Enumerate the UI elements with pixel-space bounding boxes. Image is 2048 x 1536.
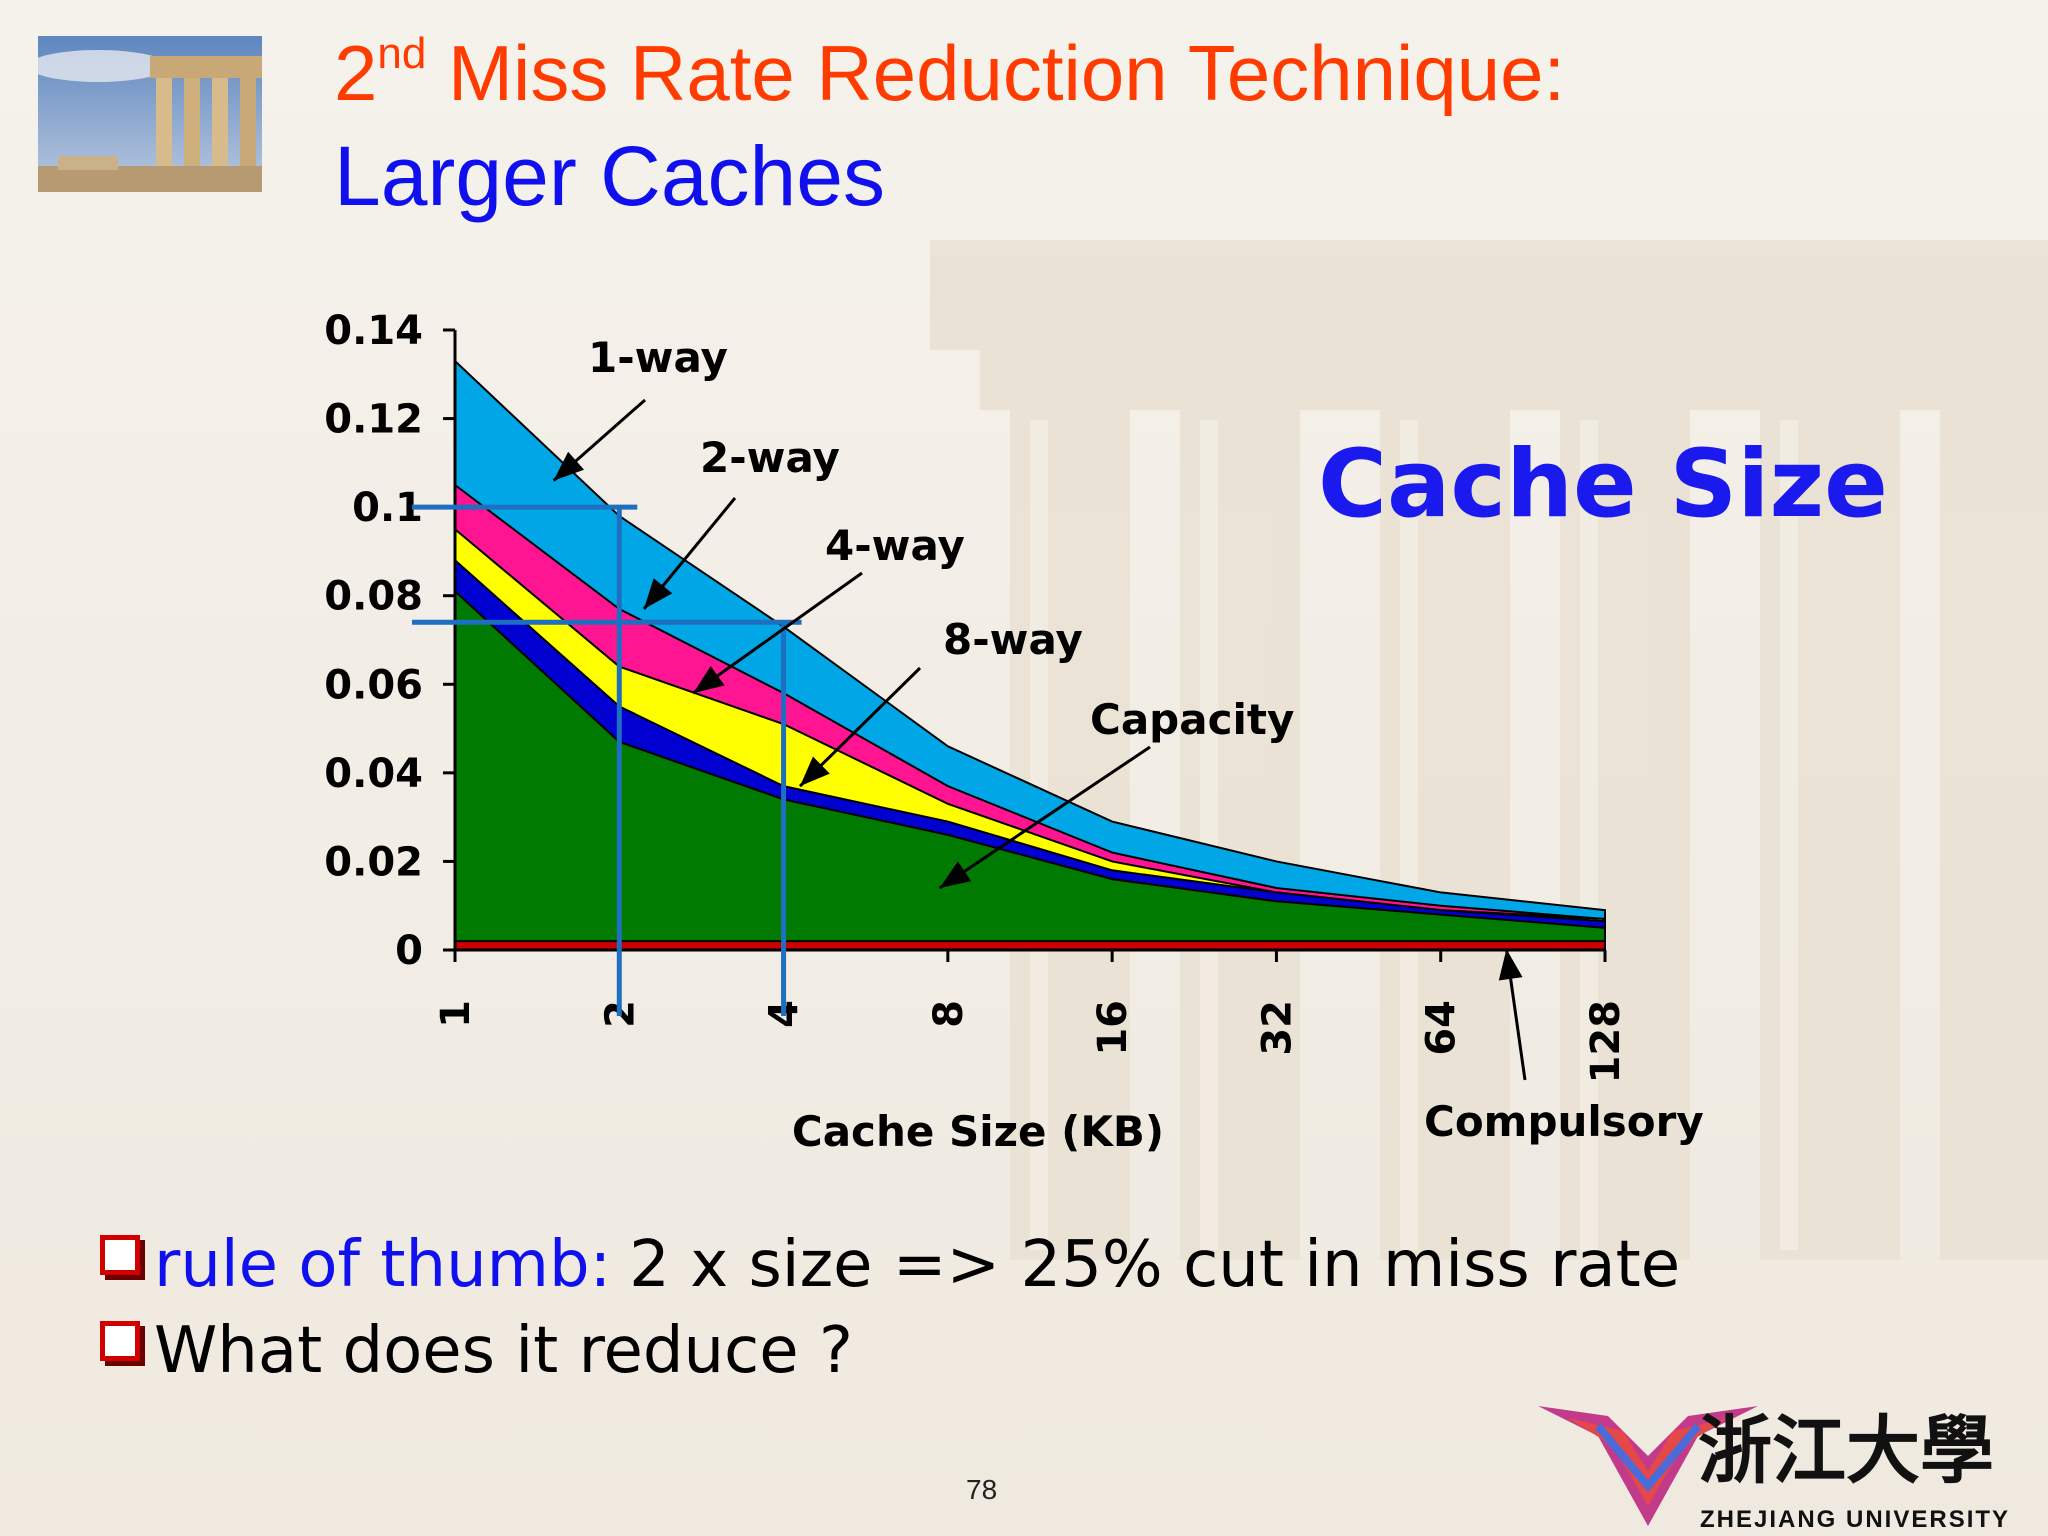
- logo-text: ZHEJIANG UNIVERSITY: [1700, 1506, 2011, 1533]
- y-tick-label: 0.12: [324, 397, 423, 443]
- title-superscript: nd: [377, 29, 427, 78]
- title-prefix: 2: [334, 29, 378, 117]
- x-tick-label: 64: [1419, 1000, 1465, 1056]
- zhejiang-university-logo: 浙江大學: [1538, 1406, 1994, 1526]
- page-number: 78: [966, 1474, 998, 1505]
- y-tick-label: 0.06: [324, 662, 423, 708]
- checkbox-bullet-icon: [100, 1235, 140, 1275]
- title-rest: Miss Rate Reduction Technique:: [426, 29, 1566, 117]
- bullet-text: What does it reduce ?: [154, 1314, 853, 1388]
- x-tick-label: 8: [926, 1000, 972, 1028]
- x-tick-label: 16: [1090, 1000, 1136, 1056]
- arrowhead-icon: [1498, 949, 1523, 981]
- bullet-item: rule of thumb: 2 x size => 25% cut in mi…: [100, 1222, 1680, 1308]
- cache-size-callout: Cache Size: [1318, 430, 1888, 539]
- bullet-item: What does it reduce ?: [100, 1308, 1680, 1394]
- slide-title-line2: Larger Caches: [334, 129, 885, 223]
- x-tick-label: 128: [1583, 1000, 1629, 1084]
- x-tick-label: 1: [433, 1000, 479, 1028]
- y-tick-label: 0.08: [324, 574, 423, 620]
- annotation-8-way: 8-way: [943, 615, 1083, 664]
- annotation-capacity: Capacity: [1090, 695, 1294, 744]
- x-axis-title: Cache Size (KB): [792, 1107, 1164, 1156]
- arrowhead-icon: [800, 756, 830, 787]
- parthenon-thumbnail: [38, 36, 262, 192]
- x-tick-label: 32: [1254, 1000, 1300, 1056]
- y-tick-label: 0.02: [324, 839, 423, 885]
- bullet-label: rule of thumb:: [154, 1228, 612, 1302]
- logo-chinese-text: 浙江大學: [1698, 1408, 1994, 1494]
- annotation-arrow: [692, 571, 863, 695]
- arrowhead-icon: [939, 861, 972, 888]
- bullet-list: rule of thumb: 2 x size => 25% cut in mi…: [100, 1222, 1680, 1394]
- y-tick-label: 0.1: [352, 485, 423, 531]
- arrowhead-icon: [553, 451, 585, 481]
- y-tick-label: 0: [395, 928, 423, 974]
- checkbox-bullet-icon: [100, 1321, 140, 1361]
- arrowhead-icon: [643, 578, 673, 609]
- annotation-arrow: [938, 745, 1151, 890]
- annotation-4-way: 4-way: [825, 521, 965, 570]
- bullet-text: 2 x size => 25% cut in miss rate: [629, 1228, 1681, 1302]
- annotation-compulsory: Compulsory: [1424, 1097, 1704, 1146]
- y-tick-label: 0.04: [324, 751, 423, 797]
- annotation-1-way: 1-way: [588, 333, 728, 382]
- annotation-2-way: 2-way: [700, 433, 840, 482]
- slide-title-line1: 2nd Miss Rate Reduction Technique:: [334, 28, 1565, 119]
- arrowhead-icon: [693, 665, 725, 694]
- y-tick-label: 0.14: [324, 308, 423, 354]
